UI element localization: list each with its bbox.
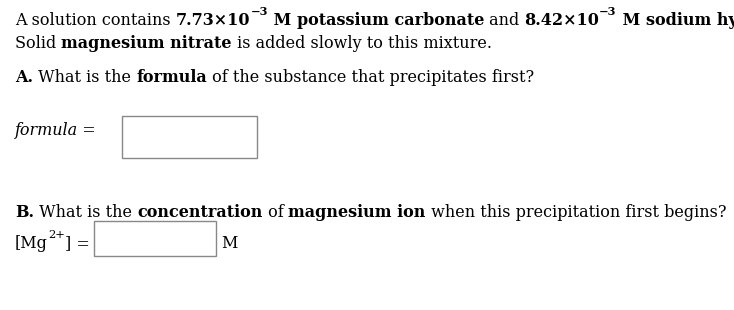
Text: ] =: ] =: [65, 235, 90, 252]
Text: What is the: What is the: [33, 69, 136, 86]
Bar: [122, 116, 257, 158]
Text: sodium hydroxide: sodium hydroxide: [646, 12, 734, 29]
Text: 7.73×10: 7.73×10: [175, 12, 250, 29]
Text: and: and: [484, 12, 524, 29]
Text: What is the: What is the: [34, 204, 137, 221]
Text: Solid: Solid: [15, 35, 62, 52]
Text: A solution contains: A solution contains: [15, 12, 175, 29]
Text: M: M: [222, 235, 238, 252]
Text: M: M: [268, 12, 297, 29]
Text: A.: A.: [15, 69, 33, 86]
Text: of the substance that precipitates first?: of the substance that precipitates first…: [207, 69, 534, 86]
Text: −3: −3: [599, 6, 617, 17]
Text: 2+: 2+: [48, 230, 65, 240]
Text: potassium carbonate: potassium carbonate: [297, 12, 484, 29]
Text: magnesium nitrate: magnesium nitrate: [62, 35, 232, 52]
Text: M: M: [617, 12, 646, 29]
Text: formula: formula: [136, 69, 207, 86]
Text: 8.42×10: 8.42×10: [524, 12, 599, 29]
Text: magnesium ion: magnesium ion: [288, 204, 426, 221]
Text: when this precipitation first begins?: when this precipitation first begins?: [426, 204, 726, 221]
Text: formula =: formula =: [15, 122, 97, 139]
Bar: [94, 221, 216, 256]
Text: [Mg: [Mg: [15, 235, 48, 252]
Text: −3: −3: [250, 6, 268, 17]
Text: is added slowly to this mixture.: is added slowly to this mixture.: [232, 35, 492, 52]
Text: of: of: [263, 204, 288, 221]
Text: B.: B.: [15, 204, 34, 221]
Text: concentration: concentration: [137, 204, 263, 221]
